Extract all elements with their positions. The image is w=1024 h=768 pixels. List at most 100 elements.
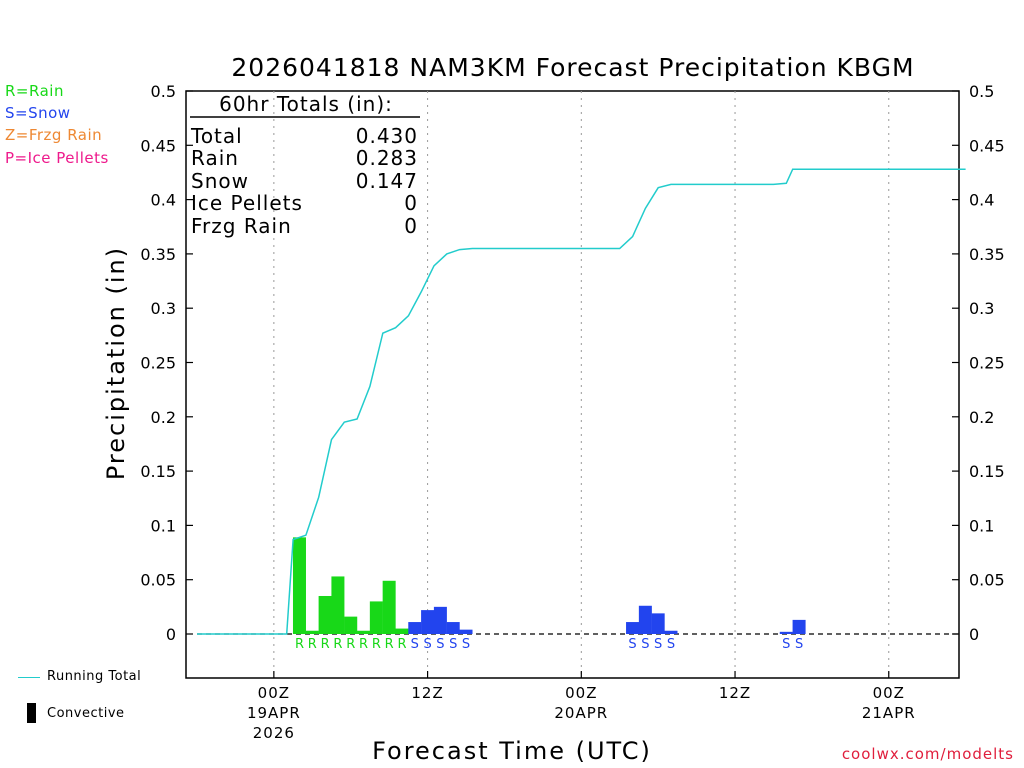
running-total-key-label: Running Total bbox=[47, 669, 142, 684]
totals-label-ice-pellets: Ice Pellets bbox=[191, 191, 303, 215]
y-tick-label-left: 0.45 bbox=[140, 136, 176, 155]
y-tick-label-left: 0 bbox=[166, 625, 176, 644]
snow-letter: S bbox=[462, 637, 470, 652]
y-tick-label-left: 0.05 bbox=[140, 571, 176, 590]
rain-letter: R bbox=[385, 637, 394, 652]
totals-label-frzg-rain: Frzg Rain bbox=[191, 214, 292, 238]
snow-letter: S bbox=[667, 637, 675, 652]
y-tick-label-left: 0.1 bbox=[151, 516, 176, 535]
snow-letter: S bbox=[641, 637, 649, 652]
y-tick-label-left: 0.15 bbox=[140, 462, 176, 481]
totals-value-ice-pellets: 0 bbox=[404, 191, 418, 215]
rain-bar bbox=[305, 630, 319, 634]
x-tick-label: 19APR bbox=[247, 704, 301, 722]
snow-bar bbox=[664, 630, 678, 634]
plot-frame bbox=[185, 90, 960, 679]
rain-letter: R bbox=[346, 637, 355, 652]
convective-swatch bbox=[27, 703, 36, 723]
x-tick-label: 20APR bbox=[554, 704, 608, 722]
x-tick-label: 00Z bbox=[258, 684, 290, 702]
y-tick-label-right: 0.45 bbox=[969, 136, 1005, 155]
snow-bar bbox=[638, 605, 652, 634]
rain-bar bbox=[318, 595, 332, 634]
snow-bar bbox=[459, 629, 473, 634]
totals-label-snow: Snow bbox=[191, 169, 249, 193]
x-tick-label: 2026 bbox=[253, 724, 295, 742]
y-tick-label-left: 0.5 bbox=[151, 82, 176, 101]
x-axis-label: Forecast Time (UTC) bbox=[372, 737, 652, 765]
snow-letter: S bbox=[449, 637, 457, 652]
totals-label-rain: Rain bbox=[191, 146, 239, 170]
totals-value-rain: 0.283 bbox=[356, 146, 418, 170]
y-tick-label-right: 0.2 bbox=[969, 408, 994, 427]
rain-bar bbox=[357, 630, 371, 634]
y-tick-label-right: 0.15 bbox=[969, 462, 1005, 481]
snow-letter: S bbox=[411, 637, 419, 652]
y-tick-label-right: 0.1 bbox=[969, 516, 994, 535]
rain-letter: R bbox=[321, 637, 330, 652]
rain-letter: R bbox=[308, 637, 317, 652]
snow-bar bbox=[651, 613, 665, 634]
x-tick-label: 00Z bbox=[873, 684, 905, 702]
x-tick-label: 12Z bbox=[411, 684, 443, 702]
rain-letter: R bbox=[295, 637, 304, 652]
y-tick-label-right: 0.05 bbox=[969, 571, 1005, 590]
snow-bar bbox=[421, 610, 435, 634]
y-tick-label-left: 0.25 bbox=[140, 354, 176, 373]
totals-box: 60hr Totals (in): Total 0.430 Rain 0.283… bbox=[190, 92, 420, 238]
y-tick-label-left: 0.2 bbox=[151, 408, 176, 427]
rain-letter: R bbox=[372, 637, 381, 652]
y-tick-label-right: 0.5 bbox=[969, 82, 994, 101]
axis-layer: 00Z 19APR 2026 12Z 00Z 20APR 12Z 00Z 21APR 0.5 0.5… bbox=[140, 82, 1004, 742]
legend-snow: S=Snow bbox=[5, 104, 71, 122]
legend-ice-pellets: P=Ice Pellets bbox=[5, 149, 109, 167]
y-axis-label: Precipitation (in) bbox=[102, 246, 130, 480]
snow-letter: S bbox=[628, 637, 636, 652]
totals-label-total: Total bbox=[190, 124, 243, 148]
line-layer bbox=[197, 168, 966, 635]
rain-bar bbox=[292, 537, 306, 634]
snow-letter: S bbox=[782, 637, 790, 652]
rain-bar bbox=[382, 580, 396, 634]
rain-letter: R bbox=[397, 637, 406, 652]
running-total-swatch bbox=[18, 677, 40, 678]
rain-bar bbox=[344, 616, 358, 634]
legend-rain: R=Rain bbox=[5, 82, 64, 100]
y-tick-label-right: 0.35 bbox=[969, 245, 1005, 264]
y-tick-label-right: 0.25 bbox=[969, 354, 1005, 373]
running-total-line bbox=[197, 168, 966, 635]
snow-letter: S bbox=[436, 637, 444, 652]
x-tick-label: 12Z bbox=[719, 684, 751, 702]
convective-key-label: Convective bbox=[47, 706, 125, 721]
snow-letter: S bbox=[795, 637, 803, 652]
snow-bar bbox=[779, 631, 793, 634]
snow-bar bbox=[626, 622, 640, 634]
site-credit: coolwx.com/modelts bbox=[841, 745, 1014, 763]
y-tick-label-left: 0.3 bbox=[151, 299, 176, 318]
totals-header: 60hr Totals (in): bbox=[219, 92, 393, 116]
grid-layer bbox=[197, 91, 959, 678]
legend-frzg-rain: Z=Frzg Rain bbox=[5, 126, 103, 144]
snow-bar bbox=[433, 606, 447, 634]
totals-value-frzg-rain: 0 bbox=[404, 214, 418, 238]
snow-letter: S bbox=[654, 637, 662, 652]
rain-bar bbox=[395, 628, 409, 634]
y-tick-label-right: 0.4 bbox=[969, 191, 994, 210]
snow-letter: S bbox=[423, 637, 431, 652]
snow-bar bbox=[446, 622, 460, 634]
totals-value-total: 0.430 bbox=[356, 124, 418, 148]
chart-title: 2026041818 NAM3KM Forecast Precipitation… bbox=[231, 53, 914, 82]
x-tick-label: 00Z bbox=[565, 684, 597, 702]
y-tick-label-left: 0.4 bbox=[151, 191, 176, 210]
y-tick-label-right: 0.3 bbox=[969, 299, 994, 318]
bars-layer bbox=[292, 537, 806, 634]
totals-value-snow: 0.147 bbox=[356, 169, 418, 193]
rain-bar bbox=[369, 601, 383, 634]
rain-bar bbox=[331, 576, 345, 634]
rain-letter: R bbox=[359, 637, 368, 652]
y-tick-label-left: 0.35 bbox=[140, 245, 176, 264]
x-tick-label: 21APR bbox=[862, 704, 916, 722]
y-tick-label-right: 0 bbox=[969, 625, 979, 644]
